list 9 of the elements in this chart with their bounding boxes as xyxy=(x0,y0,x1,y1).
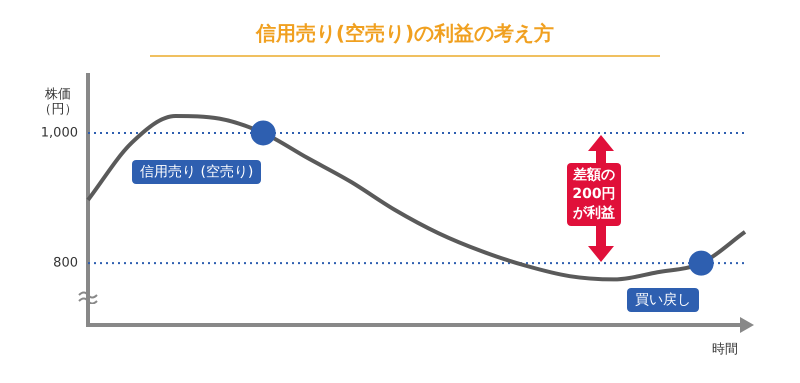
chart-title: 信用売り(空売り)の利益の考え方 xyxy=(150,20,660,57)
y-axis-title: 株価（円） xyxy=(38,87,78,117)
line-series xyxy=(86,114,747,282)
annotation: 信用売り (空売り) xyxy=(132,160,262,184)
annotation: 差額の200円が利益 xyxy=(567,163,621,226)
x-axis-title: 時間 xyxy=(712,341,738,358)
y-tick-label: 800 xyxy=(53,256,78,271)
y-tick-label: 1,000 xyxy=(40,125,78,140)
annotation: 買い戻し xyxy=(627,288,699,312)
